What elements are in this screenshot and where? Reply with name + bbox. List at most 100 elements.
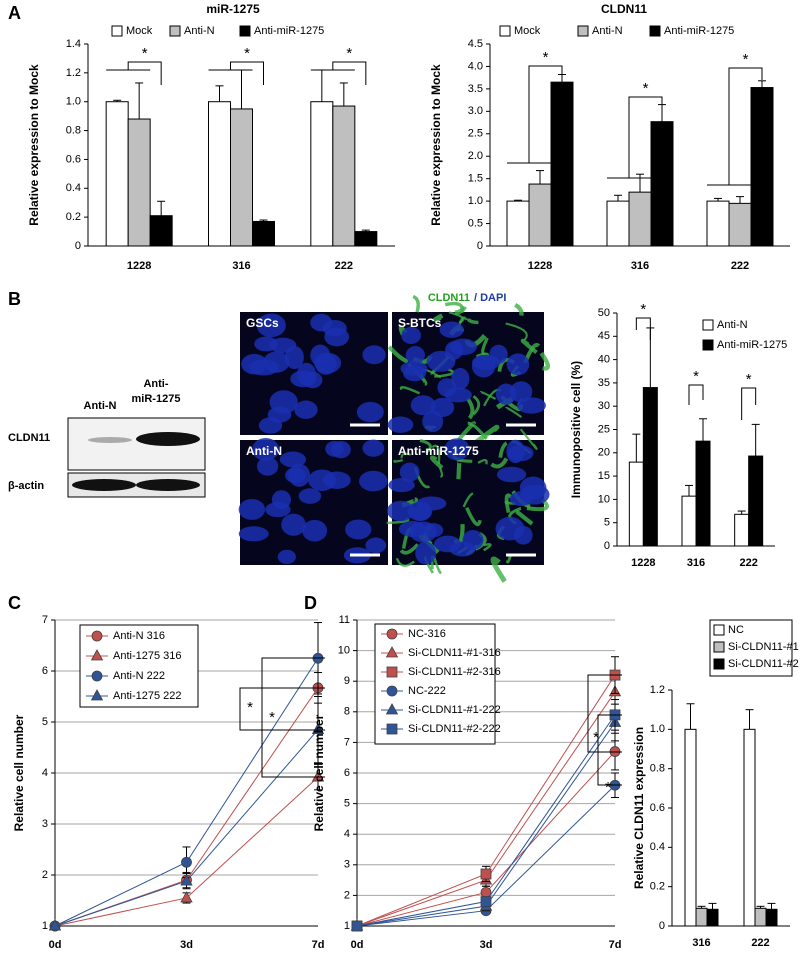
panel-label: D [304,593,317,613]
significance-star: * [643,80,649,97]
chart-title: CLDN11 [601,2,647,16]
bar [650,121,674,247]
cldn11-signal [462,492,474,508]
nucleus [398,520,426,538]
y-tick-label: 6 [42,665,48,677]
cldn11-signal [490,556,507,583]
y-axis-label: Relative cell number [12,714,26,831]
cldn11-signal [456,459,462,480]
x-tick-label: 316 [692,937,710,949]
nucleus [238,526,269,542]
y-tick-label: 4 [344,828,350,840]
y-tick-label: 25 [598,423,610,435]
bar [606,200,630,247]
marker [386,723,398,735]
y-tick-label: 40 [598,354,610,366]
legend-label: Anti-miR-1275 [664,25,734,37]
nucleus [362,439,385,457]
line [54,687,319,927]
y-tick-label: 2 [42,869,48,881]
legend-swatch [702,319,714,331]
y-tick-label: 1 [344,920,350,932]
x-tick-label: 1228 [127,260,151,272]
bar [706,200,730,247]
bar [695,440,711,547]
y-tick-label: 1.2 [66,67,81,79]
bar [127,118,151,247]
significance-star: * [746,371,752,388]
nucleus [495,383,517,405]
cldn11-signal [490,457,509,469]
nucleus [359,470,388,492]
nucleus [277,549,296,564]
nucleus [506,353,530,376]
micrograph-label: GSCs [246,316,279,330]
blot-band [136,432,200,446]
cldn11-signal [498,441,508,458]
nucleus [324,327,350,347]
legend-swatch [702,339,714,351]
legend-label: NC-222 [408,685,446,697]
marker [385,703,399,715]
y-tick-label: 10 [598,493,610,505]
x-tick-label: 0d [49,939,62,951]
panel-label: B [8,289,21,309]
marker [386,685,398,697]
legend-label: NC-316 [408,628,446,640]
y-tick-label: 3.0 [468,105,483,117]
nucleus [439,321,464,338]
y-tick-label: 5 [344,798,350,810]
nucleus [269,390,298,414]
cldn11-signal [466,318,479,325]
marker [386,628,398,640]
stain-label: / DAPI [474,292,506,304]
nucleus [331,440,351,459]
significance-bracket [741,387,757,420]
nucleus [434,535,462,553]
significance-bracket [597,714,622,786]
y-tick-label: 3 [42,818,48,830]
significance-bracket [528,65,563,163]
nucleus [400,361,428,376]
nucleus [298,488,322,504]
legend-label: Anti-N [184,25,215,37]
legend-label: Anti-miR-1275 [717,339,787,351]
legend-label: Anti-N [717,319,748,331]
y-tick-label: 0.4 [66,182,81,194]
y-axis-label: Immunopositive cell (%) [569,361,583,498]
y-tick-label: 20 [598,447,610,459]
y-axis-label: Relative expression to Mock [27,64,41,226]
significance-star: * [693,368,699,385]
significance-star: * [593,729,599,746]
nucleus [362,345,386,365]
y-tick-label: 0.8 [650,763,665,775]
nucleus [422,410,444,433]
panel-label: C [8,593,21,613]
y-tick-label: 0 [659,920,665,932]
y-tick-label: 11 [339,614,350,626]
bar [252,220,275,247]
y-tick-label: 15 [598,470,610,482]
legend-swatch [713,624,725,636]
legend-swatch [713,641,725,653]
cldn11-signal [432,313,444,322]
legend-swatch [499,25,511,37]
significance-star: * [743,51,749,68]
y-tick-label: 0 [75,240,81,252]
y-tick-label: 2.5 [468,128,483,140]
y-tick-label: 50 [598,307,610,319]
y-tick-label: 0.2 [650,881,665,893]
bar [754,907,767,927]
bar [695,907,708,927]
micrograph-label: Anti-miR-1275 [398,444,479,458]
nucleus [241,353,268,375]
significance-star: * [543,49,549,66]
blot-band [72,479,136,491]
y-tick-label: 0 [477,240,483,252]
cldn11-signal [400,452,412,459]
significance-star: * [605,779,611,796]
cldn11-signal [519,428,538,450]
nucleus [405,346,425,365]
nucleus [415,541,437,565]
y-tick-label: 1.5 [468,173,483,185]
